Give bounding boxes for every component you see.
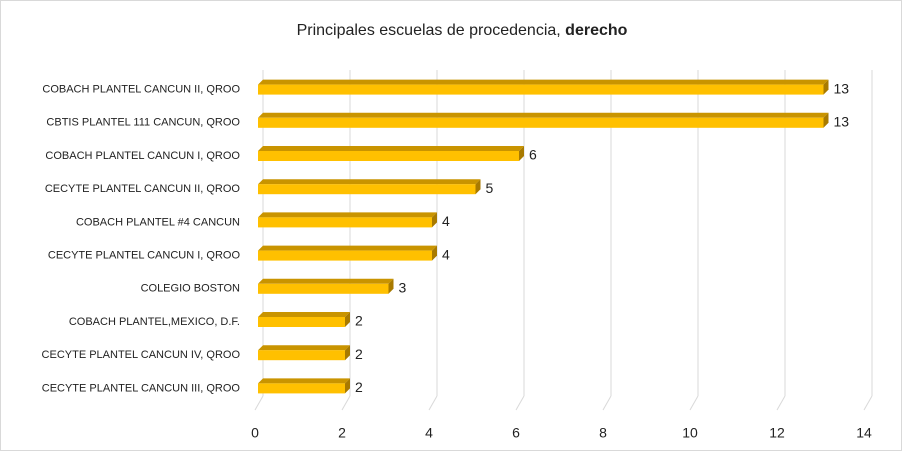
- bar-side: [388, 278, 394, 294]
- grid-floor-line: [515, 395, 525, 411]
- grid-floor-line: [341, 395, 351, 411]
- x-tick-label: 4: [425, 425, 433, 441]
- y-tick-label: COBACH PLANTEL CANCUN I, QROO: [45, 150, 240, 162]
- bar: [258, 184, 476, 195]
- chart-title: Principales escuelas de procedencia, der…: [297, 22, 628, 39]
- y-tick-label: CBTIS PLANTEL 111 CANCUN, QROO: [46, 117, 240, 129]
- grid-floor-line: [254, 395, 264, 411]
- y-tick-label: CECYTE PLANTEL CANCUN II, QROO: [45, 183, 241, 195]
- y-tick-label: COBACH PLANTEL,MEXICO, D.F.: [69, 316, 240, 328]
- grid-floor-line: [602, 395, 612, 411]
- y-tick-label: CECYTE PLANTEL CANCUN I, QROO: [48, 250, 241, 262]
- bar: [258, 383, 345, 394]
- bar-top: [258, 112, 829, 118]
- x-tick-label: 2: [338, 425, 346, 441]
- x-tick-label: 6: [512, 425, 520, 441]
- grid-floor-line: [863, 395, 873, 411]
- title-text: Principales escuelas de procedencia,: [297, 22, 561, 39]
- y-tick-label: COBACH PLANTEL #4 CANCUN: [76, 216, 240, 228]
- bar-side: [432, 245, 437, 261]
- value-label: 4: [442, 213, 450, 229]
- value-label: 13: [834, 80, 850, 96]
- bar-top: [258, 345, 350, 351]
- value-label: 13: [834, 114, 850, 130]
- bar-top: [258, 278, 394, 284]
- value-label: 5: [486, 180, 494, 196]
- bar-side: [823, 79, 829, 95]
- bar: [258, 350, 345, 361]
- bar: [258, 317, 345, 327]
- title-bold: derecho: [565, 22, 627, 39]
- bar-side: [345, 378, 350, 394]
- bar-side: [345, 345, 350, 361]
- grid-floor-line: [689, 395, 699, 411]
- bar-top: [258, 378, 350, 384]
- x-tick-label: 12: [769, 425, 785, 441]
- bar: [258, 283, 389, 294]
- bar: [258, 117, 824, 128]
- bar-top: [258, 179, 481, 185]
- bar: [258, 151, 519, 161]
- bar-top: [258, 79, 829, 85]
- x-tick-label: 14: [856, 425, 872, 441]
- bar-side: [519, 146, 524, 161]
- bar-side: [823, 112, 829, 128]
- x-tick-label: 10: [682, 425, 698, 441]
- bar-side: [475, 179, 481, 195]
- bar-top: [258, 312, 350, 317]
- grid-floor-line: [428, 395, 438, 411]
- bar-side: [432, 212, 437, 228]
- value-label: 2: [355, 313, 363, 329]
- x-tick-label: 0: [251, 425, 259, 441]
- bar: [258, 250, 432, 261]
- bar: [258, 84, 824, 95]
- bar-top: [258, 146, 524, 151]
- value-label: 2: [355, 379, 363, 395]
- bar-side: [345, 312, 350, 327]
- y-tick-label: COBACH PLANTEL CANCUN II, QROO: [42, 84, 240, 96]
- bar: [258, 217, 432, 228]
- x-tick-label: 8: [599, 425, 607, 441]
- y-tick-label: CECYTE PLANTEL CANCUN III, QROO: [42, 382, 241, 394]
- value-label: 6: [529, 147, 537, 163]
- bar-top: [258, 245, 437, 251]
- value-label: 4: [442, 246, 450, 262]
- value-label: 3: [399, 280, 407, 296]
- value-label: 2: [355, 346, 363, 362]
- y-tick-label: COLEGIO BOSTON: [141, 283, 240, 295]
- grid-floor-line: [776, 395, 786, 411]
- bar-top: [258, 212, 437, 218]
- y-tick-label: CECYTE PLANTEL CANCUN IV, QROO: [42, 349, 241, 361]
